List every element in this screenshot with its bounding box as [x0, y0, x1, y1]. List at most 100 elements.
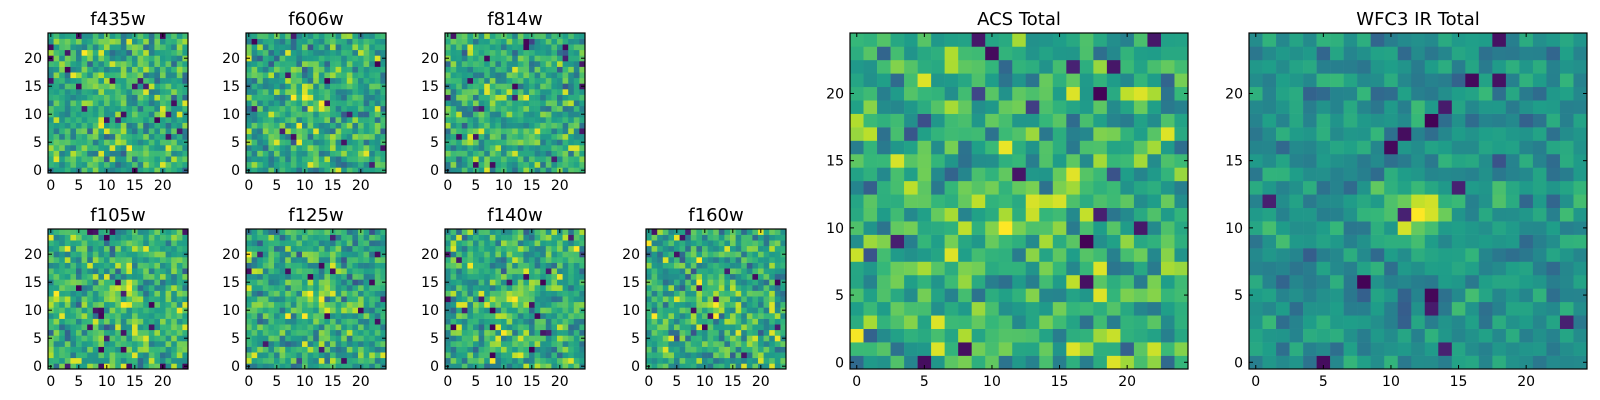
- heatmap-cell: [98, 251, 105, 258]
- heatmap-cell: [246, 150, 252, 157]
- heatmap-cell: [495, 357, 502, 364]
- heatmap-cell: [380, 150, 387, 157]
- heatmap-cell: [341, 273, 348, 280]
- heatmap-cell: [279, 313, 286, 319]
- heatmap-cell: [646, 324, 652, 331]
- heatmap-cell: [143, 268, 150, 275]
- heatmap-cell: [557, 117, 563, 123]
- heatmap-cell: [302, 122, 308, 129]
- heatmap-cell: [296, 100, 303, 107]
- heatmap-cell: [467, 44, 474, 51]
- heatmap-cell: [1120, 315, 1135, 329]
- heatmap-cell: [104, 240, 110, 247]
- heatmap-cell: [1079, 315, 1094, 329]
- heatmap-cell: [279, 117, 286, 123]
- heatmap-cell: [92, 352, 99, 359]
- heatmap-cell: [120, 111, 127, 118]
- heatmap-cell: [296, 245, 303, 252]
- heatmap-cell: [137, 83, 144, 90]
- heatmap-cell: [104, 301, 110, 308]
- heatmap-cell: [374, 38, 381, 45]
- heatmap-cell: [262, 313, 269, 319]
- heatmap-cell: [154, 240, 161, 247]
- heatmap-cell: [1079, 248, 1094, 262]
- heatmap-cell: [70, 285, 77, 291]
- heatmap-cell: [335, 83, 342, 90]
- heatmap-cell: [53, 55, 60, 62]
- heatmap-cell: [48, 273, 54, 280]
- heatmap-cell: [160, 161, 166, 168]
- heatmap-cell: [352, 38, 359, 45]
- heatmap-cell: [478, 161, 485, 168]
- heatmap-cell: [160, 145, 166, 151]
- heatmap-cell: [461, 352, 468, 359]
- heatmap-cell: [154, 307, 161, 314]
- heatmap-cell: [540, 318, 547, 325]
- heatmap-cell: [506, 77, 513, 84]
- heatmap-cell: [484, 89, 491, 95]
- heatmap-cell: [1106, 274, 1121, 289]
- heatmap-cell: [307, 55, 314, 62]
- heatmap-cell: [285, 273, 292, 280]
- heatmap-cell: [268, 346, 275, 353]
- heatmap-cell: [363, 83, 370, 90]
- heatmap-cell: [87, 150, 94, 157]
- heatmap-cell: [780, 285, 787, 291]
- heatmap-cell: [335, 335, 342, 342]
- heatmap-cell: [685, 324, 692, 331]
- heatmap-cell: [769, 240, 776, 247]
- heatmap-cell: [674, 245, 680, 252]
- heatmap-cell: [450, 94, 457, 101]
- heatmap-cell: [1106, 288, 1121, 303]
- heatmap-cell: [850, 301, 864, 316]
- heatmap-cell: [696, 229, 703, 235]
- heatmap-cell: [529, 89, 535, 95]
- heatmap-cell: [501, 128, 507, 135]
- heatmap-cell: [369, 240, 376, 247]
- heatmap-cell: [473, 122, 479, 129]
- heatmap-cell: [285, 296, 292, 303]
- heatmap-cell: [529, 296, 535, 303]
- heatmap-cell: [268, 145, 275, 151]
- heatmap-cell: [87, 44, 94, 51]
- heatmap-cell: [143, 167, 150, 174]
- heatmap-cell: [81, 167, 88, 174]
- heatmap-cell: [324, 133, 331, 140]
- heatmap-cell: [268, 363, 275, 370]
- heatmap-cell: [501, 100, 507, 107]
- heatmap-cell: [246, 38, 252, 45]
- heatmap-cell: [579, 245, 586, 252]
- heatmap-cell: [143, 133, 150, 140]
- heatmap-cell: [171, 161, 178, 168]
- heatmap-cell: [985, 301, 1000, 316]
- heatmap-cell: [685, 301, 692, 308]
- heatmap-cell: [1025, 221, 1040, 235]
- heatmap-cell: [290, 128, 297, 135]
- heatmap-cell: [165, 133, 172, 140]
- heatmap-cell: [445, 100, 451, 107]
- heatmap-cell: [257, 285, 264, 291]
- heatmap-cell: [81, 335, 88, 342]
- heatmap-cell: [176, 100, 183, 107]
- heatmap-cell: [279, 257, 286, 263]
- heatmap-cell: [81, 111, 88, 118]
- heatmap-cell: [724, 245, 731, 252]
- heatmap-cell: [160, 77, 166, 84]
- heatmap-cell: [330, 318, 336, 325]
- heatmap-cell: [53, 111, 60, 118]
- heatmap-cell: [363, 268, 370, 275]
- heatmap-cell: [478, 156, 485, 163]
- heatmap-cell: [1012, 342, 1027, 356]
- heatmap-cell: [358, 296, 364, 303]
- heatmap-cell: [64, 145, 71, 151]
- heatmap-cell: [285, 128, 292, 135]
- heatmap-cell: [551, 77, 558, 84]
- heatmap-cell: [318, 139, 325, 146]
- heatmap-cell: [313, 324, 320, 331]
- heatmap-cell: [551, 313, 558, 319]
- heatmap-cell: [330, 66, 336, 73]
- heatmap-cell: [109, 240, 116, 247]
- heatmap-cell: [718, 301, 725, 308]
- heatmap-cell: [358, 139, 364, 146]
- heatmap-cell: [534, 49, 541, 56]
